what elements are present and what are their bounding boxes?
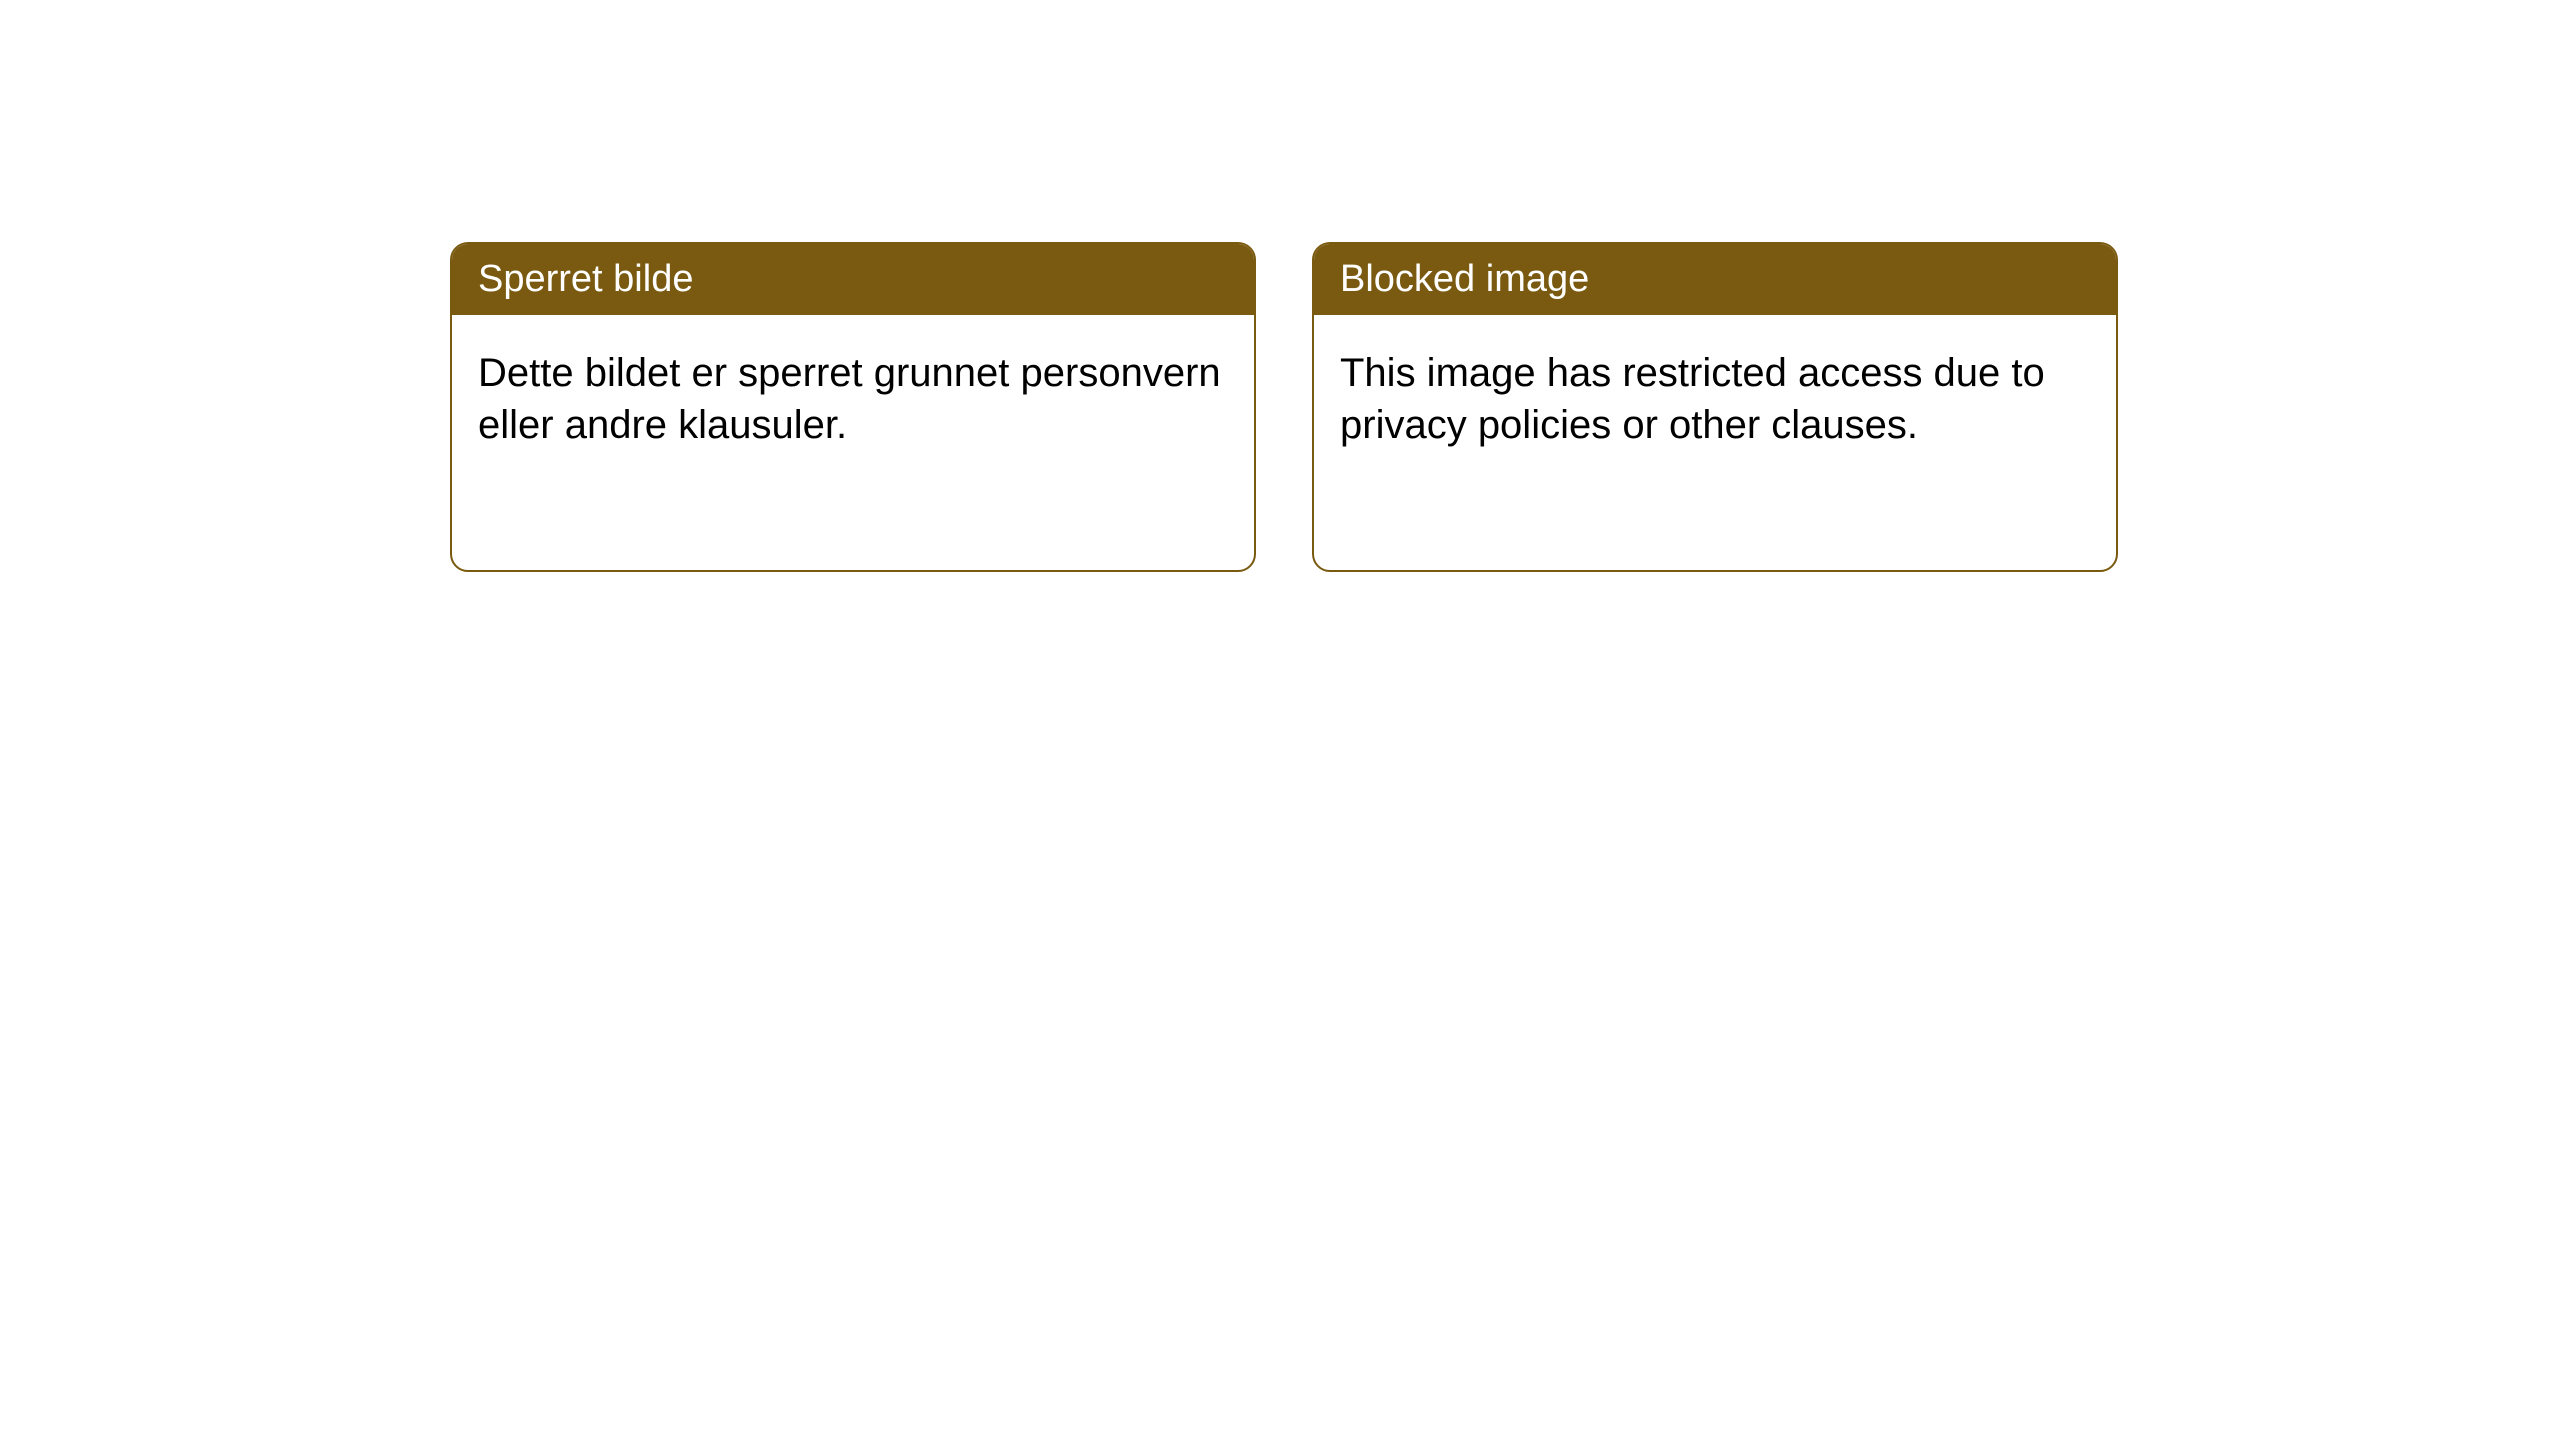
card-blocked-no: Sperret bilde Dette bildet er sperret gr…: [450, 242, 1256, 572]
cards-container: Sperret bilde Dette bildet er sperret gr…: [450, 242, 2560, 572]
card-body-en: This image has restricted access due to …: [1314, 315, 2116, 483]
card-header-en: Blocked image: [1314, 244, 2116, 315]
card-body-no: Dette bildet er sperret grunnet personve…: [452, 315, 1254, 483]
card-blocked-en: Blocked image This image has restricted …: [1312, 242, 2118, 572]
card-header-no: Sperret bilde: [452, 244, 1254, 315]
